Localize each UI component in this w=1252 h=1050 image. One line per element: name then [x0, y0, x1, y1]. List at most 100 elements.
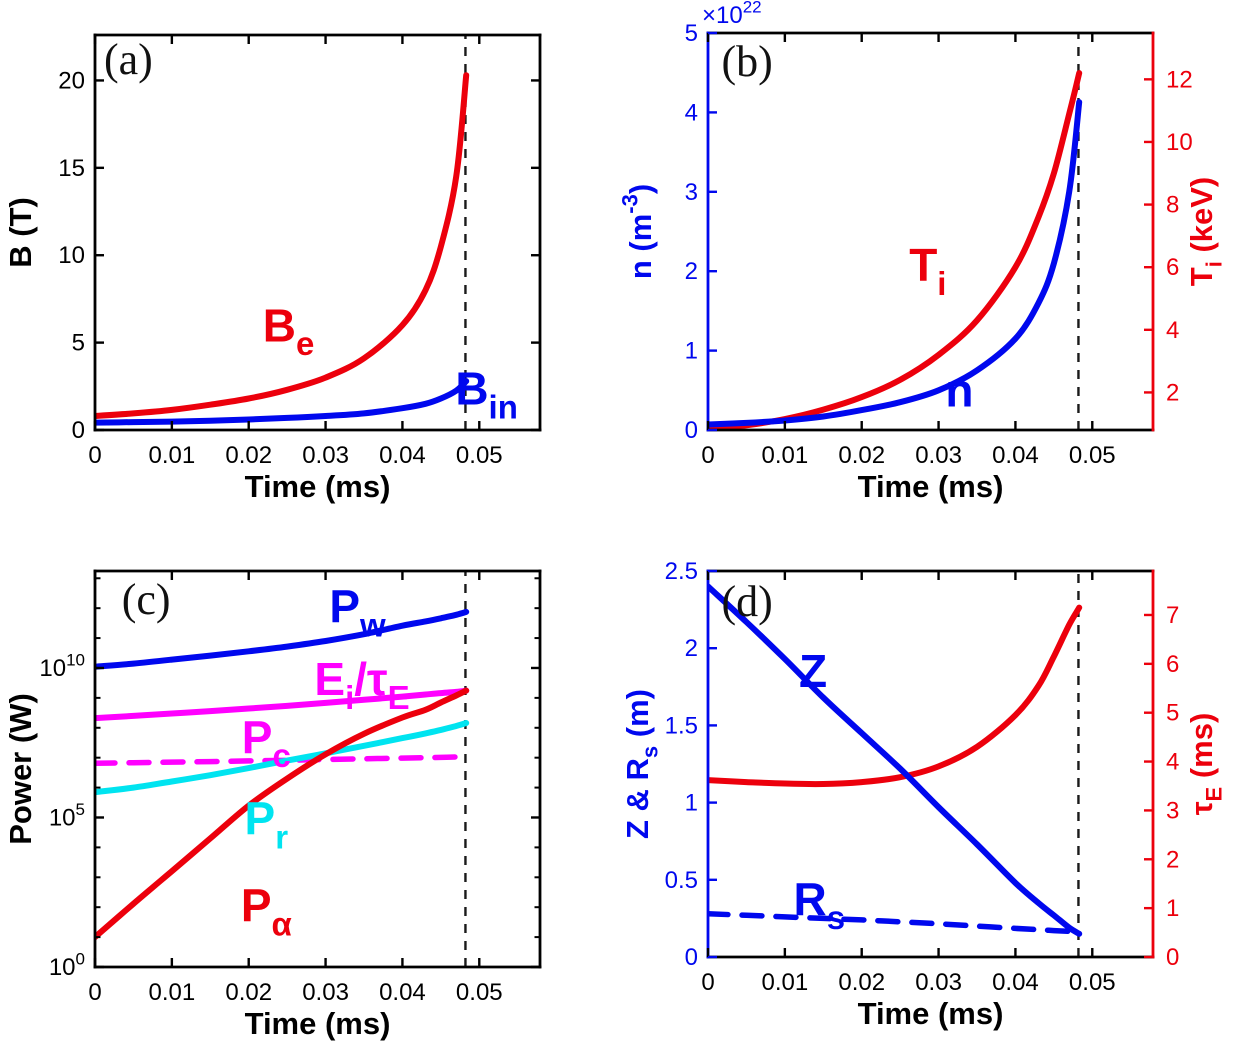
y-tick-label-left: 0: [72, 417, 85, 444]
curve-label-Z: Z: [799, 645, 827, 697]
y-tick-label-left: 5: [685, 20, 698, 47]
curve-R_s: [708, 911, 1082, 935]
x-axis-label: Time (ms): [858, 996, 1004, 1031]
x-tick-label: 0.04: [379, 442, 426, 469]
y-axis-exponent-label: ×1022: [702, 0, 762, 29]
x-tick-label: 0.05: [456, 442, 503, 469]
y-tick-label-right: 4: [1166, 749, 1179, 776]
y-tick-label-left: 1010: [39, 650, 85, 682]
y-tick-label-left: 5: [72, 330, 85, 357]
x-tick-label: 0.01: [761, 442, 808, 469]
y-tick-label-right: 12: [1166, 66, 1193, 93]
y-tick-label-left: 0.5: [665, 867, 698, 894]
x-axis-label: Time (ms): [245, 469, 391, 504]
x-tick-label: 0.04: [992, 969, 1039, 996]
x-tick-label: 0: [88, 979, 101, 1006]
y-axis-label-left: n (m-3): [617, 184, 658, 279]
curve-B_in: [95, 378, 470, 426]
panel-d: 0 0.01 0.02 0.03 0.04 0.05 0 0.5 1 1.5 2 2.5 0 1 2 3 4 5 6…: [620, 558, 1226, 1031]
curve-label-P_alpha: Pα: [241, 880, 292, 943]
curve-label-R_s: Rs: [793, 873, 845, 936]
x-tick-label: 0.05: [1069, 969, 1116, 996]
y-tick-label-right: 6: [1166, 254, 1179, 281]
y-axis-label-right: Ti (keV): [1184, 177, 1226, 286]
x-tick-label: 0.05: [1069, 442, 1116, 469]
curve-tau_E: [708, 604, 1083, 788]
x-tick-label: 0.01: [148, 979, 195, 1006]
y-tick-label-left: 4: [685, 99, 698, 126]
y-tick-label-left: 1.5: [665, 712, 698, 739]
x-tick-label: 0.02: [225, 442, 272, 469]
y-tick-label-left: 1: [685, 790, 698, 817]
y-tick-label-right: 2: [1166, 379, 1179, 406]
curve-B_e: [95, 72, 470, 420]
y-tick-label-left: 100: [49, 949, 85, 981]
y-axis-label-left: Power (W): [3, 693, 38, 845]
y-tick-label-left: 10: [58, 242, 85, 269]
panel-tag: (c): [122, 575, 171, 624]
y-tick-label-left: 0: [685, 417, 698, 444]
panel-c: 0 0.01 0.02 0.03 0.04 0.05 100 105 1010 Time (ms)…: [3, 569, 542, 1041]
y-tick-label-left: 0: [685, 944, 698, 971]
y-tick-label-right: 5: [1166, 700, 1179, 727]
y-tick-label-left: 3: [685, 179, 698, 206]
y-tick-label-right: 10: [1166, 129, 1193, 156]
curve-T_i: [708, 70, 1083, 430]
x-tick-label: 0.01: [148, 442, 195, 469]
x-tick-label: 0.02: [225, 979, 272, 1006]
y-tick-label-right: 4: [1166, 317, 1179, 344]
curve-Z: [708, 583, 1083, 937]
y-tick-label-right: 3: [1166, 797, 1179, 824]
x-tick-label: 0.03: [302, 979, 349, 1006]
y-axis-label-left: B (T): [3, 197, 38, 268]
y-tick-label-left: 15: [58, 155, 85, 182]
y-tick-label-right: 7: [1166, 602, 1179, 629]
y-tick-label-left: 1: [685, 338, 698, 365]
curve-label-B_e: Be: [263, 299, 315, 362]
panel-tag: (a): [104, 35, 153, 84]
x-tick-label: 0.02: [838, 442, 885, 469]
x-tick-label: 0.04: [992, 442, 1039, 469]
x-axis-label: Time (ms): [858, 469, 1004, 504]
panel-b: 0 0.01 0.02 0.03 0.04 0.0501234524681012Time …: [617, 0, 1226, 504]
curve-label-P_w: Pw: [329, 581, 386, 644]
x-tick-label: 0.01: [761, 969, 808, 996]
y-tick-label-left: 20: [58, 67, 85, 94]
y-tick-label-right: 1: [1166, 895, 1179, 922]
x-tick-label: 0: [88, 442, 101, 469]
y-axis-label-right: τE (ms): [1184, 713, 1226, 816]
x-tick-label: 0.05: [456, 979, 503, 1006]
curve-label-n: n: [945, 364, 973, 416]
y-tick-label-right: 8: [1166, 192, 1179, 219]
curve-label-Ei_over_tauE: Ei/τE: [314, 653, 409, 716]
curve-P_alpha: [95, 687, 470, 941]
y-tick-label-right: 2: [1166, 846, 1179, 873]
y-tick-label-left: 2: [685, 635, 698, 662]
x-tick-label: 0.02: [838, 969, 885, 996]
x-tick-label: 0: [701, 442, 714, 469]
curve-label-T_i: Ti: [909, 239, 946, 302]
x-tick-label: 0.03: [915, 442, 962, 469]
y-tick-label-left: 2: [685, 258, 698, 285]
curve-Ei_over_tauE: [95, 687, 470, 722]
curve-label-P_c: Pc: [242, 711, 291, 774]
x-tick-label: 0.03: [915, 969, 962, 996]
curve-label-P_r: Pr: [245, 792, 289, 855]
x-tick-label: 0.03: [302, 442, 349, 469]
curve-n: [708, 99, 1083, 428]
x-tick-label: 0.04: [379, 979, 426, 1006]
y-tick-label-left: 2.5: [665, 558, 698, 585]
curve-label-B_in: Bin: [455, 363, 518, 426]
curve-P_w: [95, 608, 470, 670]
x-tick-label: 0: [701, 969, 714, 996]
y-tick-label-left: 105: [49, 800, 85, 832]
y-tick-label-right: 6: [1166, 651, 1179, 678]
y-tick-label-right: 0: [1166, 944, 1179, 971]
panel-a: 0 0.01 0.02 0.03 0.04 0.05 0 5 10 15 20 Time (ms) B …: [3, 33, 542, 504]
y-axis-label-left: Z & Rs (m): [620, 689, 662, 839]
x-axis-label: Time (ms): [245, 1006, 391, 1041]
panel-tag: (d): [722, 577, 773, 626]
panel-tag: (b): [722, 37, 773, 86]
